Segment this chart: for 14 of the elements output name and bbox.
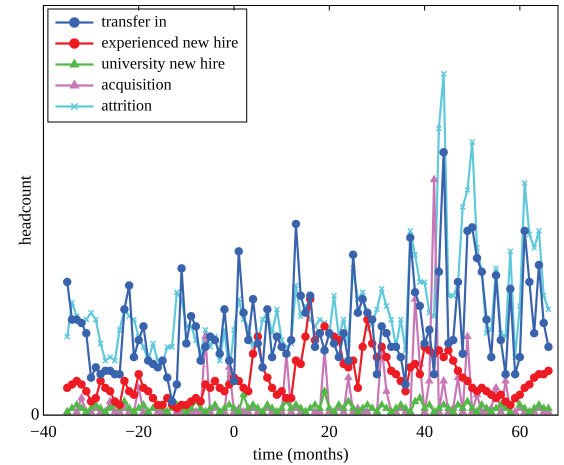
x-tick-label: 20 (320, 422, 338, 441)
y-axis-title: headcount (16, 175, 35, 246)
legend-label: attrition (101, 98, 152, 115)
x-tick-label: −20 (125, 422, 152, 441)
x-tick-label: 60 (511, 422, 528, 441)
x-tick-label: 0 (230, 422, 238, 441)
x-tick-label: −40 (30, 422, 57, 441)
legend-label: experienced new hire (101, 34, 238, 52)
legend-label: transfer in (101, 14, 167, 31)
text: 0 (30, 404, 40, 424)
legend-label: acquisition (101, 76, 172, 94)
x-tick-label: 40 (416, 422, 434, 441)
x-axis-title: time (months) (252, 444, 349, 464)
legend-label: university new hire (101, 56, 225, 73)
